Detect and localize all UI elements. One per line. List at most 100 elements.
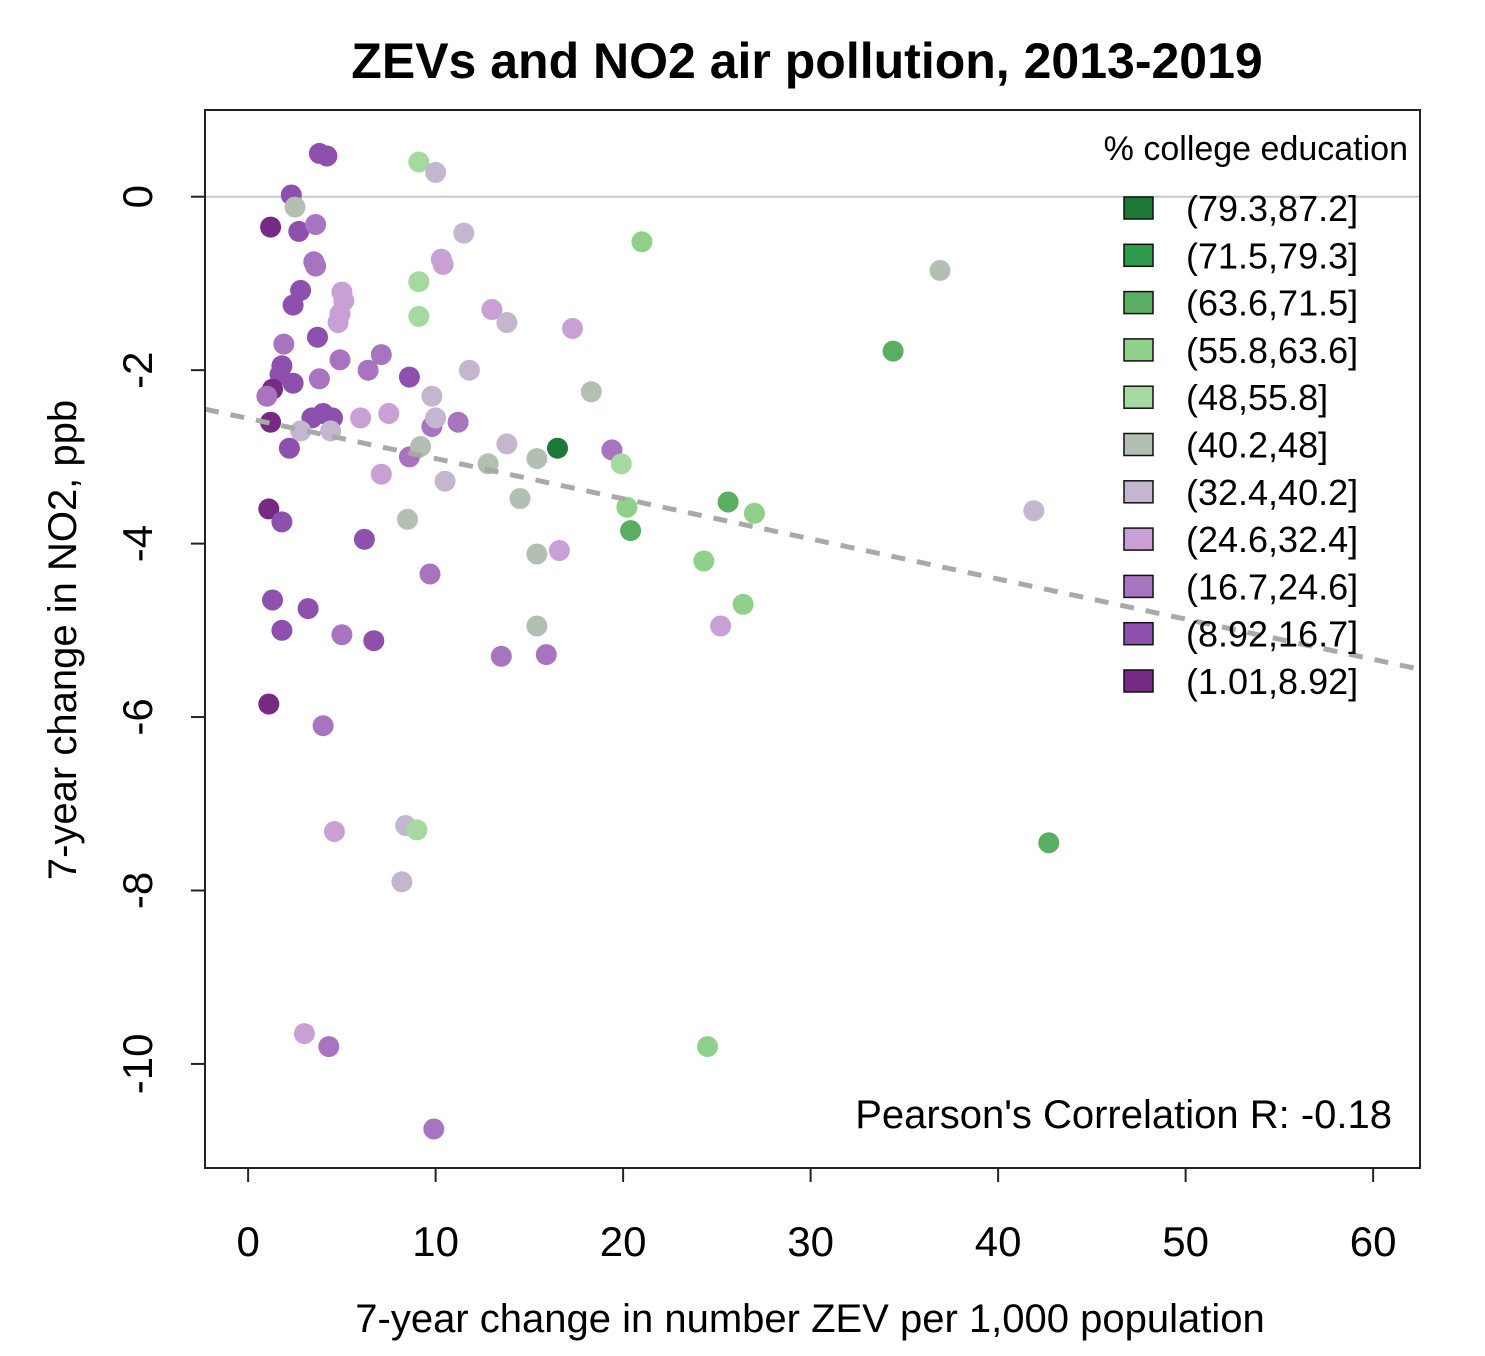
legend-swatch bbox=[1123, 290, 1154, 315]
legend-swatch bbox=[1123, 196, 1154, 220]
data-point bbox=[293, 1023, 315, 1045]
data-point bbox=[282, 372, 304, 394]
y-axis: 0 -2 -4 -6 -8 -10 bbox=[114, 185, 205, 1094]
data-point bbox=[408, 151, 430, 173]
data-point bbox=[535, 644, 557, 666]
data-point bbox=[423, 1118, 445, 1140]
data-point bbox=[398, 366, 420, 388]
data-point bbox=[260, 411, 282, 433]
data-point bbox=[260, 216, 282, 238]
data-point bbox=[620, 520, 642, 542]
data-point bbox=[370, 344, 392, 366]
y-tick-label: -4 bbox=[114, 525, 161, 562]
data-point bbox=[288, 220, 310, 242]
legend: % college education (79.3,87.2] (71.5,79.… bbox=[1104, 130, 1408, 702]
data-point bbox=[271, 619, 293, 641]
data-point bbox=[323, 821, 345, 842]
legend-label: (63.6,71.5] bbox=[1186, 283, 1358, 324]
x-tick-label: 30 bbox=[787, 1218, 834, 1265]
data-point bbox=[331, 624, 353, 646]
data-point bbox=[271, 511, 293, 533]
data-points bbox=[256, 142, 1060, 1140]
data-point bbox=[710, 615, 732, 637]
data-point bbox=[882, 340, 904, 362]
data-point bbox=[256, 385, 278, 407]
x-tick-label: 50 bbox=[1162, 1218, 1209, 1265]
legend-label: (71.5,79.3] bbox=[1186, 235, 1358, 276]
legend-label: (32.4,40.2] bbox=[1186, 472, 1358, 513]
data-point bbox=[262, 589, 283, 611]
data-point bbox=[421, 385, 443, 407]
data-point bbox=[496, 433, 518, 455]
legend-swatch bbox=[1123, 432, 1154, 457]
legend-swatch bbox=[1123, 338, 1154, 362]
y-tick-label: -2 bbox=[114, 352, 161, 389]
data-point bbox=[458, 359, 480, 381]
x-tick-label: 20 bbox=[600, 1218, 647, 1265]
data-point bbox=[370, 463, 392, 485]
data-point bbox=[391, 871, 413, 893]
data-point bbox=[397, 508, 418, 530]
data-point bbox=[278, 437, 300, 459]
data-point bbox=[509, 488, 531, 509]
data-point bbox=[290, 420, 312, 442]
data-point bbox=[307, 326, 328, 348]
y-tick-label: -10 bbox=[114, 1034, 161, 1095]
data-point bbox=[273, 333, 295, 355]
data-point bbox=[425, 407, 447, 429]
data-point bbox=[284, 196, 306, 218]
data-point bbox=[481, 299, 503, 320]
data-point bbox=[547, 437, 568, 459]
legend-swatch bbox=[1123, 385, 1154, 409]
data-point bbox=[580, 381, 602, 403]
legend-swatch bbox=[1123, 621, 1154, 646]
data-point bbox=[282, 294, 304, 316]
legend-swatch bbox=[1123, 480, 1154, 504]
legend-title: % college education bbox=[1104, 130, 1408, 168]
data-point bbox=[258, 693, 280, 715]
data-point bbox=[447, 411, 469, 433]
x-tick-label: 10 bbox=[412, 1218, 459, 1265]
legend-label: (24.6,32.4] bbox=[1186, 519, 1358, 560]
data-point bbox=[305, 255, 327, 277]
data-point bbox=[631, 231, 653, 253]
x-tick-label: 0 bbox=[236, 1218, 259, 1265]
data-point bbox=[378, 403, 400, 424]
legend-label: (8.92,16.7] bbox=[1186, 614, 1358, 655]
legend-swatch bbox=[1123, 243, 1154, 268]
x-tick-label: 60 bbox=[1350, 1218, 1397, 1265]
legend-swatch bbox=[1123, 574, 1154, 599]
data-point bbox=[408, 271, 430, 293]
data-point bbox=[693, 550, 715, 572]
data-point bbox=[419, 563, 441, 585]
y-tick-label: -6 bbox=[114, 698, 161, 735]
data-point bbox=[929, 259, 951, 281]
data-point bbox=[363, 630, 385, 652]
data-point bbox=[308, 368, 330, 390]
x-tick-label: 40 bbox=[975, 1218, 1022, 1265]
data-point bbox=[305, 214, 327, 235]
data-point bbox=[297, 598, 319, 620]
data-point bbox=[697, 1036, 718, 1058]
data-point bbox=[1023, 500, 1045, 522]
data-point bbox=[329, 349, 351, 371]
data-point bbox=[425, 161, 447, 183]
y-tick-label: 0 bbox=[114, 185, 161, 208]
data-point bbox=[526, 448, 548, 470]
data-point bbox=[357, 359, 379, 381]
data-point bbox=[353, 528, 375, 550]
data-point bbox=[453, 222, 475, 244]
legend-label: (40.2,48] bbox=[1186, 425, 1328, 466]
data-point bbox=[406, 819, 428, 841]
chart-title: ZEVs and NO2 air pollution, 2013-2019 bbox=[351, 33, 1262, 89]
data-point bbox=[610, 453, 632, 475]
data-point bbox=[548, 540, 570, 561]
data-point bbox=[743, 502, 765, 524]
data-point bbox=[350, 407, 372, 429]
plot-frame bbox=[204, 109, 1421, 1169]
data-point bbox=[258, 498, 280, 520]
data-point bbox=[526, 615, 548, 637]
data-point bbox=[408, 305, 430, 327]
y-axis-label: 7-year change in NO2, ppb bbox=[41, 400, 85, 880]
